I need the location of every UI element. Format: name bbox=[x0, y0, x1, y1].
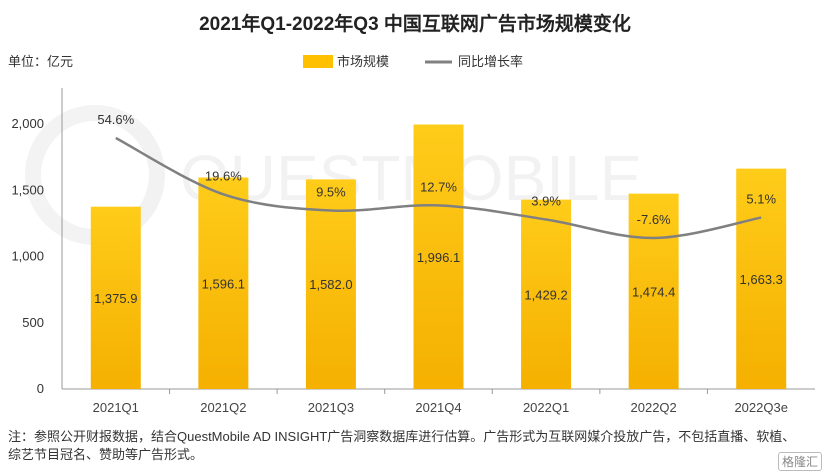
bar bbox=[305, 179, 356, 389]
x-tick-label: 2022Q2 bbox=[631, 400, 677, 415]
x-tick-label: 2022Q1 bbox=[523, 400, 569, 415]
y-tick-label: 1,000 bbox=[11, 249, 44, 264]
growth-rate-label: 12.7% bbox=[420, 179, 457, 194]
bar-value-label: 1,429.2 bbox=[524, 287, 567, 302]
bar bbox=[90, 206, 141, 389]
growth-rate-label: 54.6% bbox=[97, 112, 134, 127]
legend-swatch-bar bbox=[303, 55, 333, 68]
growth-rate-label: 5.1% bbox=[746, 192, 776, 207]
axes: 0 500 1,000 1,500 2,000 2021Q1 2021Q2 2021Q3 202… bbox=[11, 88, 815, 415]
growth-line bbox=[115, 136, 762, 240]
bar-value-label: 1,474.4 bbox=[632, 284, 675, 299]
bar-value-label: 1,996.1 bbox=[417, 250, 460, 265]
x-tick-label: 2021Q1 bbox=[93, 400, 139, 415]
bar bbox=[521, 199, 572, 389]
y-tick-label: 2,000 bbox=[11, 116, 44, 131]
brand-mark: 格隆汇 bbox=[777, 452, 822, 471]
bar bbox=[413, 124, 464, 389]
x-tick-label: 2021Q4 bbox=[415, 400, 461, 415]
bar-value-label: 1,375.9 bbox=[94, 291, 137, 306]
data-labels: 1,375.9 1,596.1 1,582.0 1,996.1 1,429.2 1,474… bbox=[94, 112, 783, 306]
bar-value-label: 1,596.1 bbox=[202, 276, 245, 291]
y-tick-label: 0 bbox=[37, 381, 44, 396]
footnote: 注：参照公开财报数据，结合QuestMobile AD INSIGHT广告洞察数… bbox=[8, 429, 796, 462]
bar-value-label: 1,582.0 bbox=[309, 277, 352, 292]
growth-rate-label: -7.6% bbox=[637, 212, 671, 227]
growth-rate-label: 3.9% bbox=[531, 194, 561, 209]
legend: 市场规模 同比增长率 bbox=[303, 54, 523, 69]
bar-value-label: 1,663.3 bbox=[740, 272, 783, 287]
legend-label-growth-rate: 同比增长率 bbox=[458, 54, 523, 69]
x-tick-label: 2021Q2 bbox=[200, 400, 246, 415]
growth-rate-label: 19.6% bbox=[205, 168, 242, 183]
chart-title: 2021年Q1-2022年Q3 中国互联网广告市场规模变化 bbox=[199, 12, 631, 35]
legend-label-market-size: 市场规模 bbox=[337, 54, 389, 69]
unit-label: 单位：亿元 bbox=[8, 54, 73, 69]
x-tick-label: 2022Q3e bbox=[734, 400, 788, 415]
bars bbox=[90, 124, 787, 389]
bar bbox=[736, 168, 787, 389]
bar bbox=[198, 177, 249, 389]
bar bbox=[628, 193, 679, 389]
y-tick-label: 500 bbox=[22, 315, 44, 330]
x-tick-label: 2021Q3 bbox=[308, 400, 354, 415]
growth-rate-label: 9.5% bbox=[316, 185, 346, 200]
y-tick-label: 1,500 bbox=[11, 182, 44, 197]
watermark-text: QUESTMOBILE bbox=[180, 142, 642, 214]
